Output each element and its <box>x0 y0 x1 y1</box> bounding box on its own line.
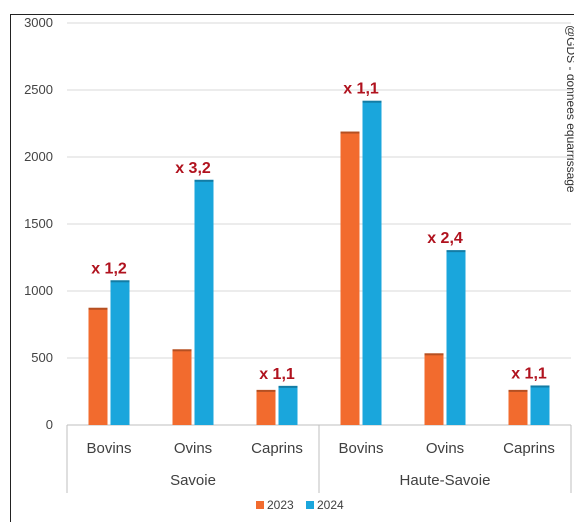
y-tick-label: 2500 <box>24 82 53 97</box>
bar-2024 <box>530 385 550 425</box>
y-tick-label: 1000 <box>24 283 53 298</box>
bar-2024 <box>278 385 298 425</box>
bar-top-edge <box>172 349 192 352</box>
legend-swatch <box>256 501 264 509</box>
bar-top-edge <box>88 307 108 310</box>
bar-chart: 0 500 1000 1500 2000 2500 3000 x 1,2 Bovins x 3,2… <box>24 15 574 512</box>
bar-2024 <box>110 280 130 425</box>
y-tick-label: 0 <box>46 417 53 432</box>
ratio-annotation: x 1,1 <box>259 366 295 383</box>
bar-2023 <box>340 131 360 425</box>
x-category-label: Bovins <box>86 440 131 457</box>
bar-top-edge <box>194 179 214 182</box>
bar-2023 <box>424 353 444 425</box>
bar-2024 <box>446 250 466 425</box>
bar-2024 <box>194 179 214 425</box>
ratio-annotation: x 1,1 <box>343 81 379 98</box>
x-category-label: Caprins <box>503 440 555 457</box>
bar-top-edge <box>110 280 130 283</box>
x-group-label: Savoie <box>170 472 216 489</box>
chart-frame: 0 500 1000 1500 2000 2500 3000 x 1,2 Bovins x 3,2… <box>10 14 574 522</box>
bar-2023 <box>88 307 108 425</box>
ratio-annotation: x 2,4 <box>427 230 463 247</box>
x-category-label: Caprins <box>251 440 303 457</box>
y-tick-label: 2000 <box>24 149 53 164</box>
bar-top-edge <box>340 131 360 134</box>
bar-top-edge <box>256 389 276 392</box>
ratio-annotation: x 1,1 <box>511 365 547 382</box>
bar-top-edge <box>424 353 444 356</box>
x-category-label: Ovins <box>174 440 212 457</box>
y-tick-label: 1500 <box>24 216 53 231</box>
y-tick-label: 500 <box>31 350 53 365</box>
legend-label: 2023 <box>267 498 294 512</box>
bar-top-edge <box>446 250 466 253</box>
legend-label: 2024 <box>317 498 344 512</box>
legend-swatch <box>306 501 314 509</box>
ratio-annotation: x 1,2 <box>91 260 127 277</box>
bar-top-edge <box>278 385 298 388</box>
bar-2023 <box>256 389 276 425</box>
source-credit: @GDS - données équarrissage <box>564 25 574 193</box>
y-tick-label: 3000 <box>24 15 53 30</box>
x-category-label: Bovins <box>338 440 383 457</box>
bar-top-edge <box>508 389 528 392</box>
bar-top-edge <box>530 385 550 388</box>
bar-top-edge <box>362 100 382 103</box>
ratio-annotation: x 3,2 <box>175 160 211 177</box>
x-category-label: Ovins <box>426 440 464 457</box>
bar-2023 <box>172 349 192 425</box>
x-group-label: Haute-Savoie <box>400 472 491 489</box>
bar-2024 <box>362 100 382 425</box>
bar-2023 <box>508 389 528 425</box>
